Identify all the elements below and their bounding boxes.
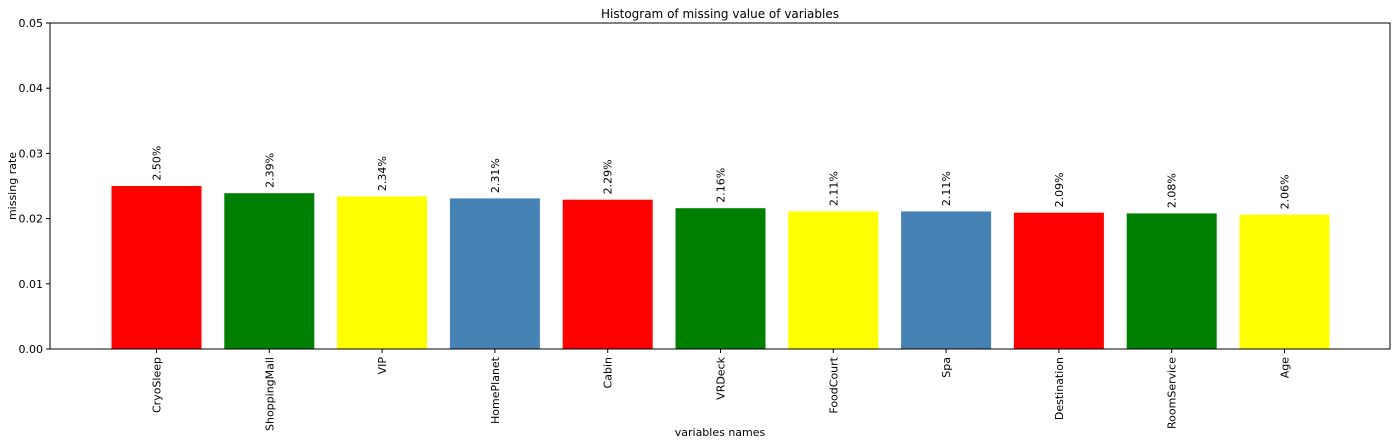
x-tick-label-roomservice: RoomService xyxy=(1166,357,1179,429)
data-label-foodcourt: 2.11% xyxy=(827,171,840,206)
y-tick-label: 0.04 xyxy=(19,82,44,95)
bars-group xyxy=(111,186,1330,349)
data-label-shoppingmall: 2.39% xyxy=(263,153,276,188)
x-tick-label-homeplanet: HomePlanet xyxy=(489,356,502,424)
bar-vip xyxy=(337,196,428,349)
y-tick-label: 0.01 xyxy=(19,278,44,291)
data-label-vrdeck: 2.16% xyxy=(715,168,728,203)
bar-vrdeck xyxy=(675,208,766,349)
bar-shoppingmall xyxy=(224,193,315,349)
data-label-homeplanet: 2.31% xyxy=(489,158,502,193)
x-axis-ticks: CryoSleep ShoppingMall VIP HomePlanet Cabin V… xyxy=(151,349,1292,431)
y-axis-label: missing rate xyxy=(6,152,19,220)
x-tick-label-age: Age xyxy=(1279,357,1292,379)
x-tick-label-foodcourt: FoodCourt xyxy=(827,356,840,413)
x-tick-label-vip: VIP xyxy=(376,357,389,375)
x-tick-label-cabin: Cabin xyxy=(602,357,615,388)
data-label-cryosleep: 2.50% xyxy=(151,146,164,181)
x-axis-label: variables names xyxy=(675,426,766,439)
x-tick-label-shoppingmall: ShoppingMall xyxy=(263,357,276,431)
bar-homeplanet xyxy=(449,198,540,349)
y-axis-ticks: 0.00 0.01 0.02 0.03 0.04 0.05 xyxy=(19,17,50,356)
y-tick-label: 0.03 xyxy=(19,147,44,160)
bar-cabin xyxy=(562,199,653,349)
bar-cryosleep xyxy=(111,186,202,349)
x-tick-label-vrdeck: VRDeck xyxy=(715,356,728,399)
x-tick-label-destination: Destination xyxy=(1053,357,1066,420)
x-tick-label-cryosleep: CryoSleep xyxy=(151,357,164,413)
bar-age xyxy=(1239,214,1330,349)
data-label-destination: 2.09% xyxy=(1053,172,1066,207)
bar-foodcourt xyxy=(788,211,879,349)
bar-destination xyxy=(1013,212,1104,349)
data-label-spa: 2.11% xyxy=(940,171,953,206)
y-tick-label: 0.02 xyxy=(19,213,44,226)
data-label-cabin: 2.29% xyxy=(602,159,615,194)
x-tick-label-spa: Spa xyxy=(940,357,953,378)
data-label-vip: 2.34% xyxy=(376,156,389,191)
chart-title: Histogram of missing value of variables xyxy=(601,7,839,21)
bar-spa xyxy=(901,211,992,349)
bar-roomservice xyxy=(1126,213,1217,349)
y-tick-label: 0.00 xyxy=(19,343,44,356)
data-label-age: 2.06% xyxy=(1279,174,1292,209)
y-tick-label: 0.05 xyxy=(19,17,44,30)
data-label-roomservice: 2.08% xyxy=(1166,173,1179,208)
plot-area-frame xyxy=(49,22,1391,350)
data-labels-group: 2.50% 2.39% 2.34% 2.31% 2.29% 2.16% 2.11% 2.11%… xyxy=(151,146,1292,210)
